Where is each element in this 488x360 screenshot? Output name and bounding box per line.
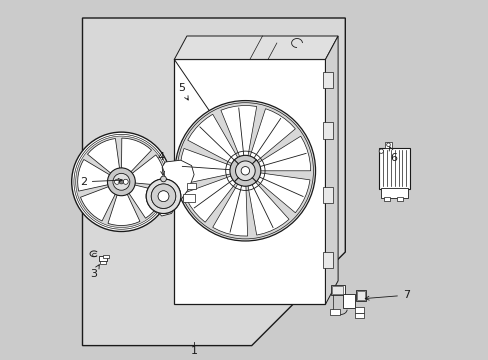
Polygon shape (174, 59, 325, 304)
Circle shape (378, 149, 383, 153)
Polygon shape (257, 173, 309, 213)
Circle shape (151, 184, 175, 208)
Bar (330, 285, 344, 295)
Polygon shape (122, 138, 151, 172)
Bar (384, 142, 391, 148)
Circle shape (114, 179, 120, 184)
Circle shape (241, 167, 249, 175)
Polygon shape (180, 148, 230, 184)
Polygon shape (78, 159, 109, 191)
Bar (99, 256, 106, 261)
Polygon shape (87, 139, 119, 173)
Circle shape (235, 161, 255, 181)
Bar (356, 291, 365, 300)
Bar (343, 294, 354, 308)
Circle shape (229, 156, 260, 186)
Bar (322, 187, 333, 203)
Text: 5: 5 (178, 83, 188, 100)
Text: 4: 4 (157, 152, 164, 175)
Circle shape (123, 179, 128, 184)
Bar (354, 313, 363, 318)
Circle shape (160, 176, 166, 182)
Bar (396, 197, 403, 201)
Circle shape (113, 174, 129, 190)
Polygon shape (82, 18, 345, 346)
Bar (355, 290, 366, 301)
Bar (186, 183, 196, 189)
Polygon shape (212, 184, 247, 236)
Circle shape (158, 191, 168, 202)
Bar (168, 188, 176, 206)
Polygon shape (146, 160, 194, 216)
Bar (322, 122, 333, 139)
Polygon shape (187, 114, 237, 163)
Polygon shape (325, 36, 337, 304)
Circle shape (146, 179, 181, 213)
Circle shape (151, 184, 175, 208)
Circle shape (158, 191, 168, 202)
Bar (183, 194, 194, 202)
Bar (322, 72, 333, 88)
Text: 7: 7 (365, 290, 409, 300)
Polygon shape (183, 176, 235, 222)
Bar (379, 148, 409, 189)
Bar (354, 307, 363, 313)
Polygon shape (247, 182, 288, 235)
Bar (329, 309, 339, 315)
Circle shape (175, 100, 315, 241)
Circle shape (119, 180, 123, 184)
Text: 6: 6 (388, 147, 397, 163)
Bar (331, 286, 343, 294)
Bar (100, 261, 105, 264)
Text: 3: 3 (90, 265, 99, 279)
Polygon shape (108, 194, 140, 225)
Circle shape (107, 168, 135, 196)
Circle shape (146, 179, 181, 213)
Polygon shape (129, 185, 163, 218)
Bar (381, 188, 407, 198)
Polygon shape (174, 36, 337, 59)
Text: 2: 2 (80, 177, 122, 187)
Polygon shape (221, 105, 256, 157)
Circle shape (72, 132, 171, 231)
Circle shape (76, 136, 167, 228)
Bar (383, 197, 389, 201)
Polygon shape (258, 136, 310, 171)
Text: 1: 1 (190, 346, 197, 356)
Polygon shape (81, 187, 115, 221)
Polygon shape (250, 109, 295, 161)
Bar (103, 255, 109, 258)
Polygon shape (132, 155, 165, 186)
Bar (322, 252, 333, 268)
